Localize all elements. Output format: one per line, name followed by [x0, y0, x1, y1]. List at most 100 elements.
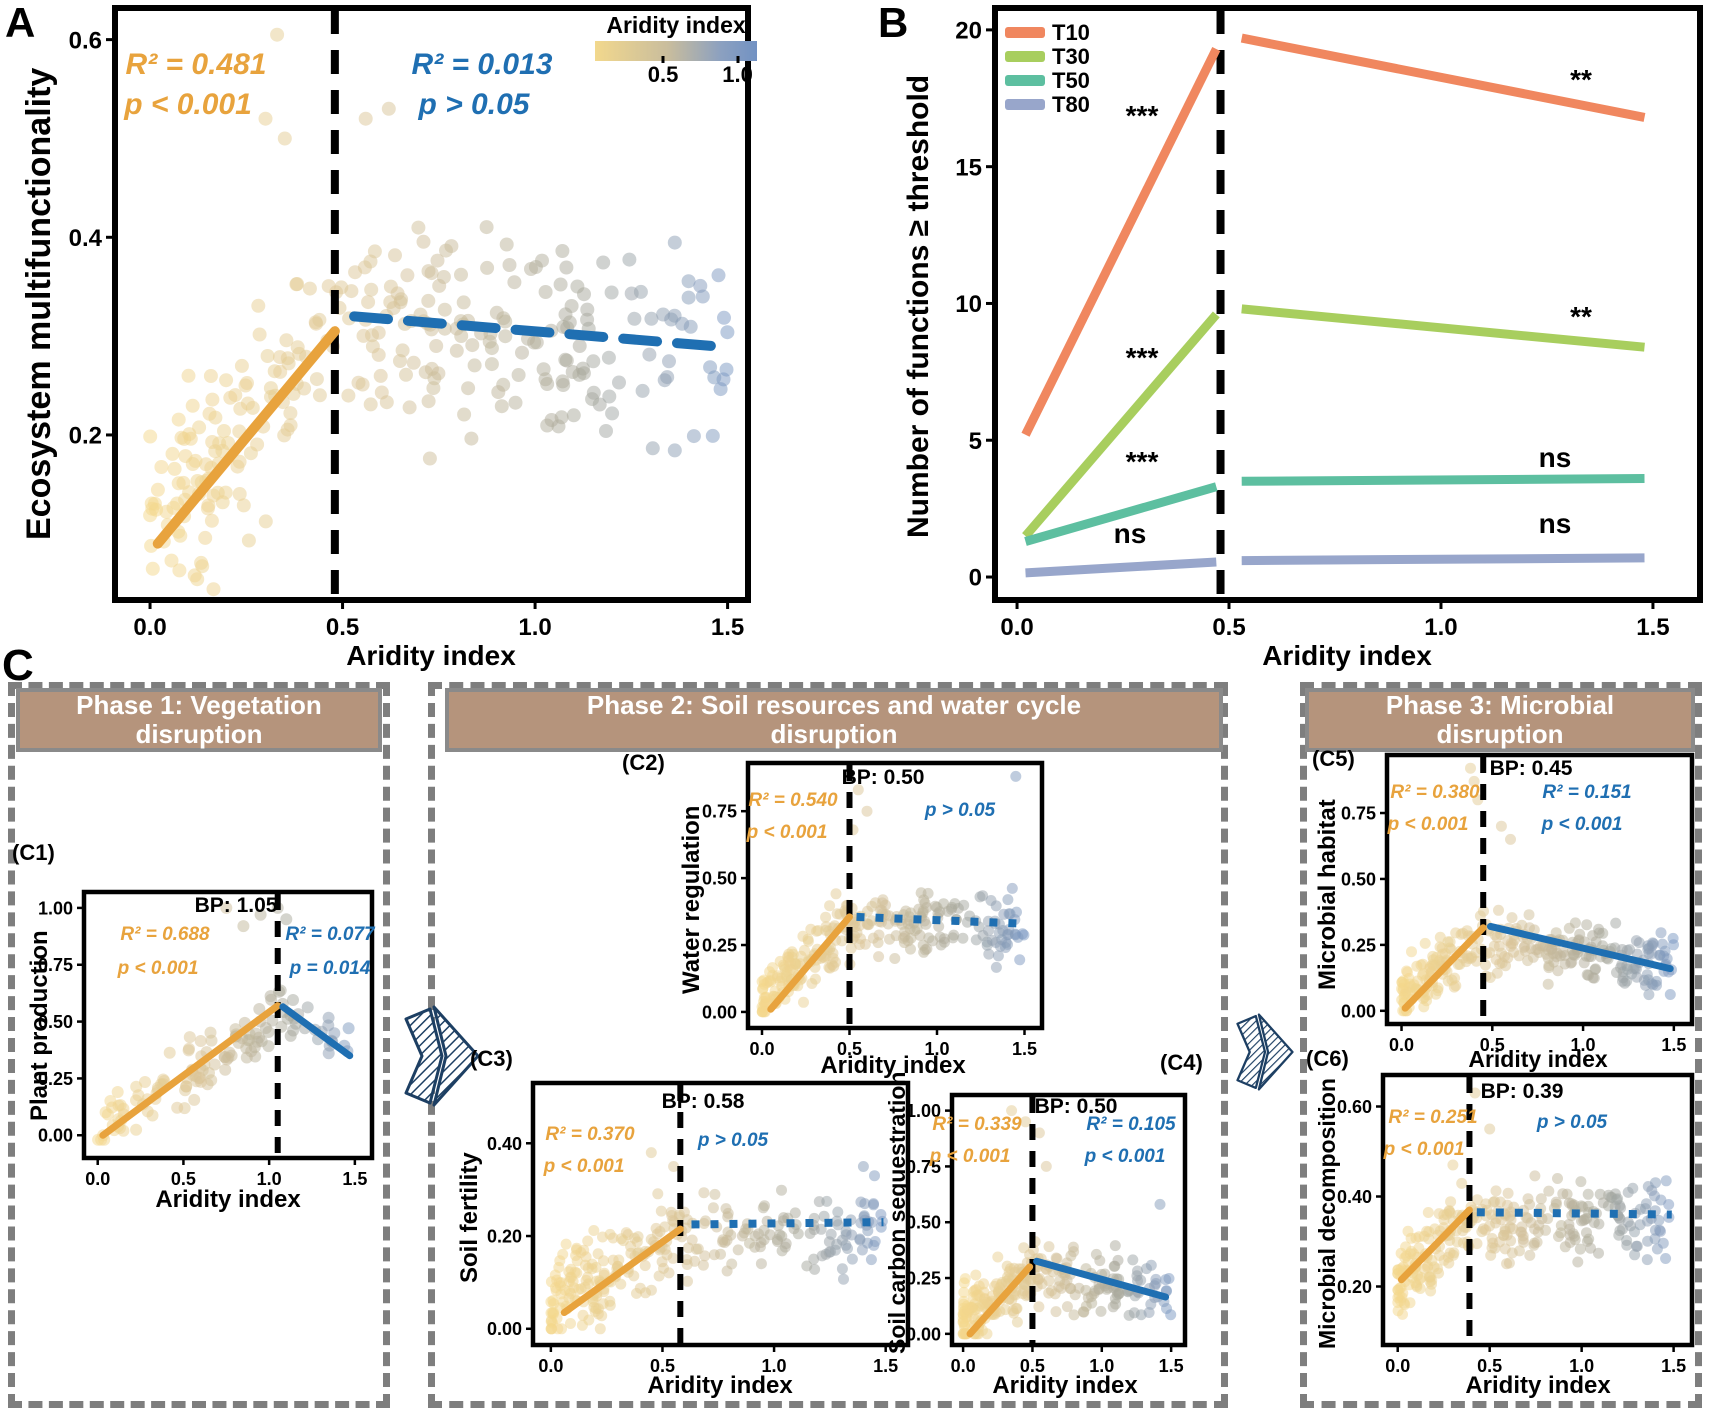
subpanel-c4-chart: 0.0 0.5 1.0 1.5 0.00 0.25 0.50 0.75 1.00 [906, 1092, 1188, 1376]
subpanel-c3-xlabel: Aridity index [647, 1372, 793, 1399]
subpanel-c6-chart: 0.0 0.5 1.0 1.5 0.20 0.40 0.60 [1337, 1072, 1695, 1376]
c1-stats-left-p: p < 0.001 [117, 958, 199, 979]
panel-b-xlabel: Aridity index [1262, 640, 1432, 671]
svg-text:0.40: 0.40 [487, 1134, 522, 1154]
colorbar-tick-label: 1.0 [722, 62, 753, 87]
svg-text:0.0: 0.0 [1389, 1035, 1414, 1055]
svg-text:0.5: 0.5 [171, 1169, 196, 1189]
c3-stats-left-p: p < 0.001 [543, 1156, 625, 1177]
svg-text:0.5: 0.5 [326, 614, 359, 641]
svg-text:0.6: 0.6 [69, 27, 102, 54]
phase1-container [8, 682, 390, 1408]
svg-text:0.0: 0.0 [538, 1356, 563, 1376]
c1-stats-right-p: p = 0.014 [289, 958, 371, 979]
c5-breakpoint-label: BP: 0.45 [1489, 757, 1573, 780]
c3-stats-right-p: p > 0.05 [697, 1130, 769, 1151]
subpanel-c2-label: (C2) [622, 750, 665, 775]
phase1-header: Phase 1: Vegetation disruption [16, 688, 382, 752]
panel-c-letter: C [2, 641, 34, 690]
subpanel-c2-xlabel: Aridity index [820, 1052, 966, 1079]
svg-text:0.00: 0.00 [702, 1002, 737, 1022]
panel-a-xlabel: Aridity index [346, 640, 516, 671]
panel-a-ylabel: Ecosystem multifunctionality [20, 67, 58, 541]
panel-a-stats-right-r2: R² = 0.013 [411, 48, 553, 81]
subpanel-c2-ylabel: Water regulation [678, 805, 705, 995]
subpanel-c1-xlabel: Aridity index [155, 1186, 301, 1213]
svg-text:1.0: 1.0 [924, 1039, 949, 1059]
svg-text:0.00: 0.00 [906, 1324, 941, 1344]
svg-text:0.20: 0.20 [487, 1227, 522, 1247]
svg-text:1.0: 1.0 [1571, 1035, 1596, 1055]
panel-b-chart: 0.0 0.5 1.0 1.5 0 5 10 15 20 [955, 5, 1703, 641]
svg-text:1.5: 1.5 [1636, 614, 1669, 641]
svg-text:0.25: 0.25 [38, 1069, 73, 1089]
subpanel-c5-chart: 0.0 0.5 1.0 1.5 0.00 0.25 0.50 0.75 [1341, 752, 1695, 1055]
subpanel-c1-label: (C1) [12, 840, 55, 865]
svg-text:0.50: 0.50 [38, 1012, 73, 1032]
colorbar-tickmark [736, 56, 740, 63]
c6-stats-left-p: p < 0.001 [1383, 1139, 1465, 1160]
c5-stats-left-p: p < 0.001 [1387, 814, 1469, 835]
sig-t30-left: *** [1125, 342, 1159, 373]
subpanel-c1-chart: 0.0 0.5 1.0 1.5 0.00 0.25 0.50 0.75 1.00 [38, 889, 375, 1189]
sig-t80-left: ns [1113, 518, 1147, 549]
panel-a-letter: A [5, 0, 36, 46]
svg-text:0.5: 0.5 [837, 1039, 862, 1059]
colorbar-gradient [595, 41, 757, 61]
c2-stats-left-p: p < 0.001 [746, 822, 828, 843]
c4-stats-right-p: p < 0.001 [1084, 1146, 1166, 1167]
c1-stats-left-r2: R² = 0.688 [120, 924, 210, 945]
panel-a: 0.0 0.5 1.0 1.5 0.2 0.4 0.6 A Ecosystem multif… [0, 0, 790, 680]
svg-text:0.0: 0.0 [1000, 614, 1033, 641]
colorbar-tickmark [661, 56, 665, 63]
svg-text:1.5: 1.5 [1661, 1035, 1686, 1055]
c3-breakpoint-label: BP: 0.58 [661, 1090, 745, 1113]
svg-text:0.5: 0.5 [1020, 1356, 1045, 1376]
panel-a-stats-left-p: p < 0.001 [124, 88, 252, 121]
subpanel-c4-label: (C4) [1160, 1050, 1203, 1075]
subpanel-c3-chart: 0.0 0.5 1.0 1.5 0.00 0.20 0.40 [487, 1080, 911, 1376]
svg-text:0.5: 0.5 [1480, 1035, 1505, 1055]
subpanel-c5-xlabel: Aridity index [1468, 1046, 1608, 1072]
legend-label-t10: T10 [1052, 20, 1090, 45]
subpanel-c6-xlabel: Aridity index [1465, 1372, 1611, 1399]
sig-t10-left: *** [1125, 100, 1159, 131]
phase3-container [1300, 682, 1702, 1408]
phase2-header: Phase 2: Soil resources and water cycle … [445, 688, 1223, 752]
svg-text:1.5: 1.5 [711, 614, 744, 641]
legend-label-t50: T50 [1052, 68, 1090, 93]
svg-text:0.00: 0.00 [38, 1126, 73, 1146]
sig-t50-left: *** [1125, 446, 1159, 477]
svg-text:1.5: 1.5 [1661, 1356, 1686, 1376]
svg-text:20: 20 [955, 18, 982, 45]
svg-text:0.5: 0.5 [1212, 614, 1245, 641]
svg-text:0.5: 0.5 [650, 1356, 675, 1376]
c6-stats-left-r2: R² = 0.251 [1388, 1107, 1478, 1128]
c1-breakpoint-label: BP: 1.05 [194, 894, 278, 917]
legend-label-t80: T80 [1052, 92, 1090, 117]
c2-stats-right-p: p > 0.05 [924, 800, 996, 821]
panel-b-letter: B [878, 0, 909, 46]
panel-b-ylabel: Number of functions ≥ threshold [902, 74, 935, 538]
svg-text:15: 15 [955, 154, 982, 181]
svg-text:1.5: 1.5 [873, 1356, 898, 1376]
panel-b: 0.0 0.5 1.0 1.5 0 5 10 15 20 B Number of functio… [840, 0, 1709, 680]
svg-text:1.00: 1.00 [38, 898, 73, 918]
panel-a-stats-right-p: p > 0.05 [418, 88, 530, 121]
subpanel-c4-ylabel: Soil carbon sequestration [884, 1071, 910, 1355]
colorbar-tick-label: 0.5 [647, 62, 679, 87]
svg-text:1.0: 1.0 [518, 614, 551, 641]
subpanel-c5-ylabel: Microbial habitat [1314, 799, 1341, 991]
svg-text:1.5: 1.5 [1012, 1039, 1037, 1059]
svg-text:10: 10 [955, 291, 982, 318]
svg-text:0.2: 0.2 [69, 423, 102, 450]
svg-text:1.0: 1.0 [762, 1356, 787, 1376]
svg-text:0.25: 0.25 [702, 936, 737, 956]
svg-text:1.5: 1.5 [1159, 1356, 1184, 1376]
subpanel-c6-ylabel: Microbial decomposition [1314, 1078, 1340, 1350]
svg-text:0.00: 0.00 [487, 1319, 522, 1339]
sig-t50-right: ns [1538, 442, 1572, 473]
svg-text:0.25: 0.25 [906, 1269, 941, 1289]
panel-a-stats-left-r2: R² = 0.481 [125, 48, 267, 81]
